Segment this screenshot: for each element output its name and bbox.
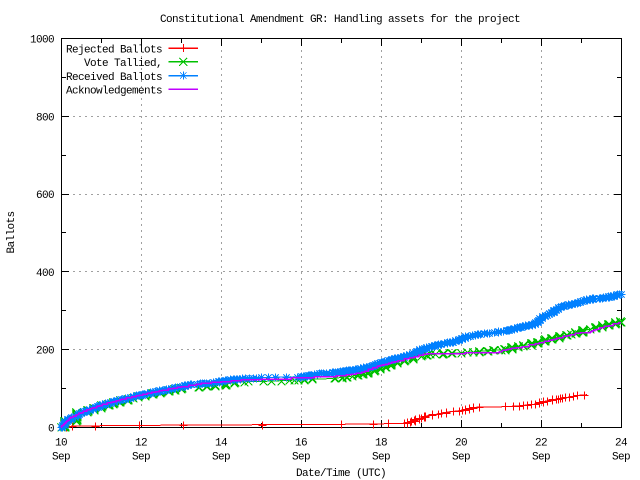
svg-text:Sep: Sep — [372, 452, 390, 464]
svg-text:Received Ballots: Received Ballots — [66, 72, 162, 84]
svg-text:Sep: Sep — [612, 452, 630, 464]
svg-text:200: 200 — [36, 346, 54, 358]
svg-text:0: 0 — [48, 424, 54, 436]
svg-text:12: 12 — [135, 438, 147, 450]
svg-text:Ballots: Ballots — [6, 211, 18, 253]
svg-text:Acknowledgements: Acknowledgements — [66, 86, 162, 98]
svg-text:Sep: Sep — [212, 452, 230, 464]
svg-text:Sep: Sep — [292, 452, 310, 464]
svg-text:Sep: Sep — [52, 452, 70, 464]
svg-text:800: 800 — [36, 112, 54, 124]
svg-text:Sep: Sep — [132, 452, 150, 464]
svg-text:14: 14 — [215, 438, 228, 450]
svg-text:Sep: Sep — [532, 452, 550, 464]
svg-text:Vote Tallied,: Vote Tallied, — [84, 58, 162, 70]
svg-text:20: 20 — [455, 438, 467, 450]
svg-text:24: 24 — [615, 438, 628, 450]
svg-text:400: 400 — [36, 268, 54, 280]
svg-text:10: 10 — [55, 438, 67, 450]
svg-text:18: 18 — [375, 438, 387, 450]
svg-text:Constitutional Amendment GR: H: Constitutional Amendment GR: Handling as… — [160, 14, 520, 26]
svg-text:Rejected Ballots: Rejected Ballots — [66, 45, 162, 57]
svg-text:22: 22 — [535, 438, 547, 450]
svg-text:600: 600 — [36, 190, 54, 202]
svg-text:Date/Time (UTC): Date/Time (UTC) — [296, 468, 386, 480]
svg-text:Sep: Sep — [452, 452, 470, 464]
svg-text:16: 16 — [295, 438, 307, 450]
svg-text:1000: 1000 — [30, 35, 54, 47]
